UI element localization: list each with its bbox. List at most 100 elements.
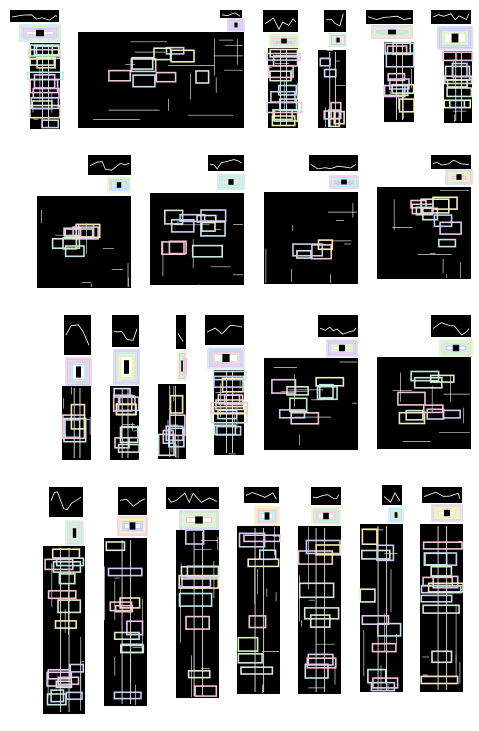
detection-box bbox=[130, 58, 157, 73]
contour-line bbox=[119, 498, 146, 507]
crop-thumbnail bbox=[166, 487, 219, 509]
contour-line bbox=[221, 12, 241, 17]
detection-box bbox=[387, 72, 406, 82]
contour-line bbox=[423, 491, 461, 499]
detection-box bbox=[315, 544, 342, 556]
contour-line bbox=[264, 17, 297, 31]
detection-box bbox=[254, 506, 280, 526]
image-panel bbox=[104, 538, 147, 706]
detection-box bbox=[314, 510, 338, 522]
detection-box bbox=[44, 558, 74, 571]
detection-box bbox=[371, 25, 413, 39]
detection-box bbox=[361, 528, 378, 546]
detection-box bbox=[65, 520, 84, 546]
detection-box bbox=[212, 405, 247, 415]
crop-thumbnail bbox=[112, 315, 139, 347]
detection-box bbox=[184, 515, 214, 525]
detection-box bbox=[114, 604, 134, 613]
detection-box bbox=[431, 504, 463, 522]
detection-box bbox=[164, 209, 184, 225]
box-stack bbox=[65, 520, 84, 546]
panel-background bbox=[264, 358, 358, 450]
detection-box bbox=[179, 510, 219, 530]
image-panel bbox=[37, 196, 131, 288]
thumbnail-background bbox=[166, 487, 219, 509]
detection-box bbox=[65, 691, 83, 701]
detection-box bbox=[118, 517, 147, 535]
image-panel bbox=[157, 384, 186, 459]
image-panel bbox=[110, 386, 140, 460]
stack-core bbox=[76, 366, 81, 378]
detection-box bbox=[50, 689, 65, 703]
image-panel bbox=[237, 526, 281, 694]
detection-box bbox=[55, 680, 73, 689]
thumbnail-background bbox=[263, 10, 298, 32]
detection-box bbox=[329, 342, 355, 354]
image-panel bbox=[359, 524, 403, 692]
box-stack bbox=[65, 357, 92, 387]
image-panel bbox=[264, 192, 358, 284]
crop-thumbnail bbox=[10, 10, 59, 22]
image-panel bbox=[383, 42, 415, 122]
detection-box bbox=[443, 75, 473, 85]
box-stack bbox=[326, 339, 358, 357]
box-stack bbox=[269, 34, 299, 48]
detection-box bbox=[66, 358, 91, 386]
detection-box bbox=[446, 87, 473, 98]
image-panel bbox=[62, 386, 91, 460]
detection-box bbox=[68, 523, 81, 543]
thumbnail-background bbox=[382, 485, 402, 505]
contour-line bbox=[367, 15, 412, 20]
detection-box bbox=[117, 516, 148, 536]
contour-line bbox=[177, 333, 184, 342]
panel-background bbox=[377, 357, 471, 449]
box-stack bbox=[311, 507, 341, 525]
detection-box bbox=[119, 426, 139, 444]
image-panel bbox=[377, 357, 471, 449]
detection-box bbox=[64, 245, 85, 258]
detection-box bbox=[168, 240, 187, 255]
detection-box bbox=[371, 642, 397, 653]
stack-core bbox=[264, 512, 270, 520]
detection-box bbox=[422, 604, 460, 614]
panel-background bbox=[360, 524, 403, 692]
detection-box bbox=[41, 119, 60, 129]
detection-box bbox=[398, 98, 415, 113]
image-panel bbox=[377, 187, 471, 279]
detection-box bbox=[113, 691, 142, 700]
detection-box bbox=[169, 414, 186, 437]
detection-box bbox=[153, 47, 172, 61]
detection-box bbox=[420, 675, 459, 685]
detection-box bbox=[391, 510, 401, 520]
image-panel bbox=[297, 526, 342, 694]
detection-box bbox=[119, 597, 141, 609]
detection-box bbox=[309, 614, 331, 628]
detection-box bbox=[389, 508, 403, 522]
contour-line bbox=[432, 159, 469, 166]
detection-box bbox=[238, 532, 266, 548]
contour-line bbox=[310, 163, 357, 170]
detection-box bbox=[108, 178, 130, 192]
detection-box bbox=[433, 214, 453, 228]
thumbnail-background bbox=[118, 487, 147, 515]
detection-box bbox=[446, 79, 468, 88]
detection-box bbox=[220, 177, 242, 187]
thumbnail-background bbox=[49, 487, 83, 517]
detection-box bbox=[279, 98, 298, 112]
stack-core bbox=[195, 516, 203, 524]
thumbnail-background bbox=[309, 155, 358, 171]
box-stack bbox=[329, 175, 359, 189]
detection-box bbox=[114, 350, 139, 384]
crop-thumbnail bbox=[244, 487, 279, 503]
detection-box bbox=[113, 349, 140, 385]
detection-box bbox=[318, 383, 334, 399]
image-panel bbox=[264, 358, 358, 450]
thumbnail-background bbox=[311, 487, 341, 505]
detection-box bbox=[306, 657, 337, 669]
crop-thumbnail bbox=[118, 487, 147, 515]
crop-thumbnail bbox=[324, 10, 346, 32]
detection-box bbox=[70, 525, 79, 541]
crop-thumbnail bbox=[64, 315, 91, 355]
detection-box bbox=[439, 339, 473, 357]
detection-box bbox=[33, 74, 56, 89]
